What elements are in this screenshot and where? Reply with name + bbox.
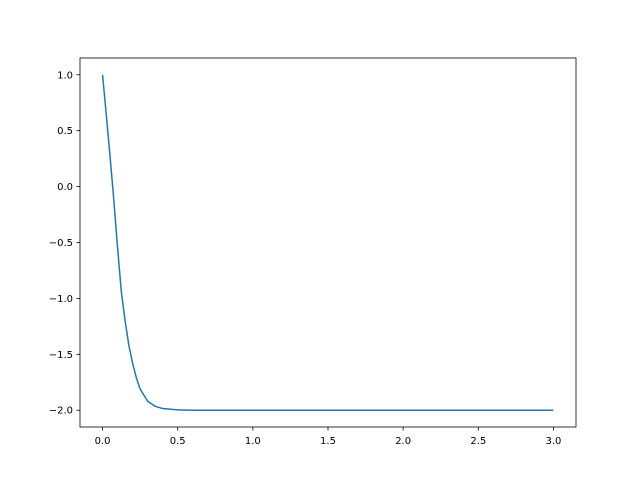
y-tick-label: −1.5 — [49, 350, 73, 361]
x-tick-label: 1.5 — [320, 436, 336, 447]
x-tick-label: 1.0 — [245, 436, 261, 447]
series-line — [101, 74, 554, 411]
plot-area — [80, 58, 576, 427]
x-axis: 0.0 0.5 1.0 1.5 2.0 2.5 3.0 — [95, 427, 562, 447]
y-tick-label: 1.0 — [57, 70, 73, 81]
x-tick-label: 0.5 — [170, 436, 186, 447]
axes-frame — [79, 57, 577, 428]
x-tick-label: 2.0 — [395, 436, 411, 447]
x-tick-label: 2.5 — [470, 436, 486, 447]
y-tick-label: −2.0 — [49, 406, 73, 417]
x-tick-label: 3.0 — [546, 436, 562, 447]
y-tick-label: −1.0 — [49, 294, 73, 305]
y-tick-label: 0.5 — [57, 126, 73, 137]
y-axis: −2.0 −1.5 −1.0 −0.5 0.0 0.5 1.0 — [49, 70, 80, 417]
y-tick-label: −0.5 — [49, 238, 73, 249]
y-tick-label: 0.0 — [57, 182, 73, 193]
x-tick-label: 0.0 — [95, 436, 111, 447]
